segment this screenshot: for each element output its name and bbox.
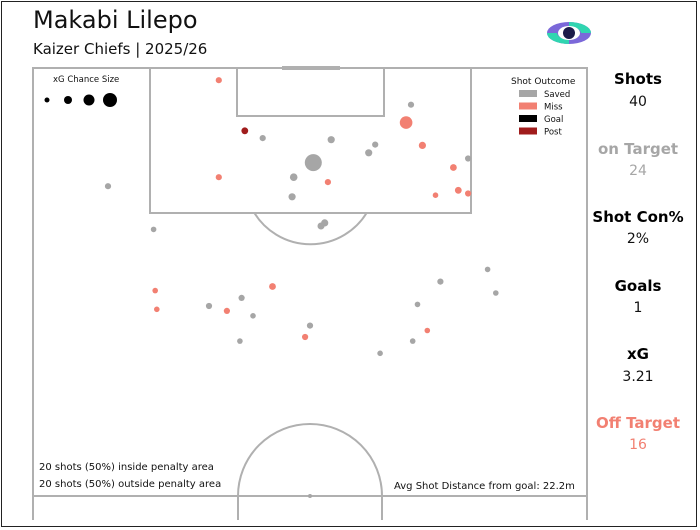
- shot-marker: [399, 116, 413, 129]
- shot-marker: [450, 164, 457, 171]
- legend-label-saved: Saved: [544, 90, 570, 100]
- legend-label-miss: Miss: [544, 103, 563, 113]
- stat-shot-conversion-label: Shot Con%: [592, 208, 684, 226]
- stat-xg-label: xG: [627, 345, 649, 363]
- stat-off-target-value: 16: [629, 437, 647, 453]
- stat-shots-label: Shots: [614, 70, 662, 88]
- shot-marker: [324, 179, 331, 186]
- penalty-arc: [253, 212, 368, 246]
- shot-marker: [241, 127, 249, 135]
- shot-marker: [250, 313, 256, 319]
- outside-box-text: 20 shots (50%) outside penalty area: [39, 479, 222, 490]
- shot-marker: [215, 174, 222, 181]
- centre-circle: [237, 423, 383, 520]
- six-yard-box: [236, 67, 385, 117]
- size-legend-title: xG Chance Size: [53, 75, 119, 85]
- size-legend-marker-3: [83, 94, 95, 106]
- shot-marker: [407, 101, 415, 108]
- shot-marker: [493, 290, 499, 296]
- legend-label-goal: Goal: [544, 115, 563, 125]
- shot-marker: [269, 283, 276, 290]
- shot-marker: [289, 173, 298, 181]
- shot-marker: [288, 193, 296, 201]
- shot-marker: [432, 192, 439, 198]
- shot-marker: [238, 294, 245, 301]
- stat-xg-value: 3.21: [622, 369, 654, 385]
- pitch-outline: [32, 67, 588, 520]
- legend-swatch-miss: [519, 102, 537, 110]
- stat-off-target-label: Off Target: [595, 414, 681, 432]
- stat-goals-label: Goals: [614, 277, 662, 295]
- shot-marker: [321, 219, 329, 227]
- pitch-lines: [32, 67, 588, 520]
- shot-marker: [259, 135, 266, 142]
- shot-marker: [377, 350, 383, 357]
- team-season: Kaizer Chiefs | 2025/26: [33, 40, 208, 58]
- player-name: Makabi Lilepo: [33, 6, 198, 34]
- stat-shots-value: 40: [629, 94, 647, 110]
- shot-marker: [414, 301, 421, 308]
- shot-marker: [304, 154, 322, 172]
- shot-marker: [454, 186, 462, 194]
- club-logo-icon: [547, 22, 591, 44]
- shots-layer: [104, 77, 499, 357]
- shot-marker: [104, 183, 112, 190]
- outcome-legend: Shot Outcome Saved Miss Goal Post: [511, 77, 576, 138]
- outcome-legend-title: Shot Outcome: [511, 77, 576, 87]
- shot-marker: [306, 322, 314, 329]
- shot-marker: [365, 149, 373, 157]
- legend-swatch-saved: [519, 90, 537, 97]
- size-legend-marker-1: [44, 97, 50, 103]
- shot-marker: [327, 136, 335, 144]
- shot-marker: [150, 226, 157, 233]
- size-legend: xG Chance Size: [44, 75, 119, 107]
- penalty-box: [149, 67, 472, 214]
- shot-marker: [465, 190, 472, 197]
- shot-marker: [223, 307, 230, 314]
- shot-marker: [372, 141, 379, 148]
- shot-marker: [215, 77, 222, 84]
- shot-marker: [437, 278, 444, 285]
- size-legend-marker-4: [103, 93, 117, 107]
- stat-on-target-value: 24: [629, 163, 647, 179]
- shot-marker: [205, 302, 213, 310]
- inside-box-text: 20 shots (50%) inside penalty area: [39, 462, 214, 473]
- avg-distance-text: Avg Shot Distance from goal: 22.2m: [394, 481, 575, 492]
- stat-shot-conversion-value: 2%: [626, 231, 650, 247]
- legend-swatch-goal: [519, 115, 537, 122]
- shot-marker: [484, 266, 491, 273]
- shot-marker: [237, 338, 243, 344]
- shot-marker: [424, 327, 431, 334]
- shot-marker: [152, 287, 158, 294]
- shot-marker: [409, 338, 416, 344]
- legend-swatch-post: [519, 127, 537, 135]
- centre-spot: [308, 494, 312, 498]
- shot-marker: [154, 306, 160, 313]
- size-legend-marker-2: [64, 96, 72, 104]
- shot-marker: [302, 333, 309, 341]
- shot-marker: [418, 141, 426, 149]
- legend-label-post: Post: [544, 128, 562, 138]
- stat-on-target-label: on Target: [597, 140, 679, 158]
- shot-marker: [465, 155, 472, 162]
- stat-goals-value: 1: [633, 300, 643, 316]
